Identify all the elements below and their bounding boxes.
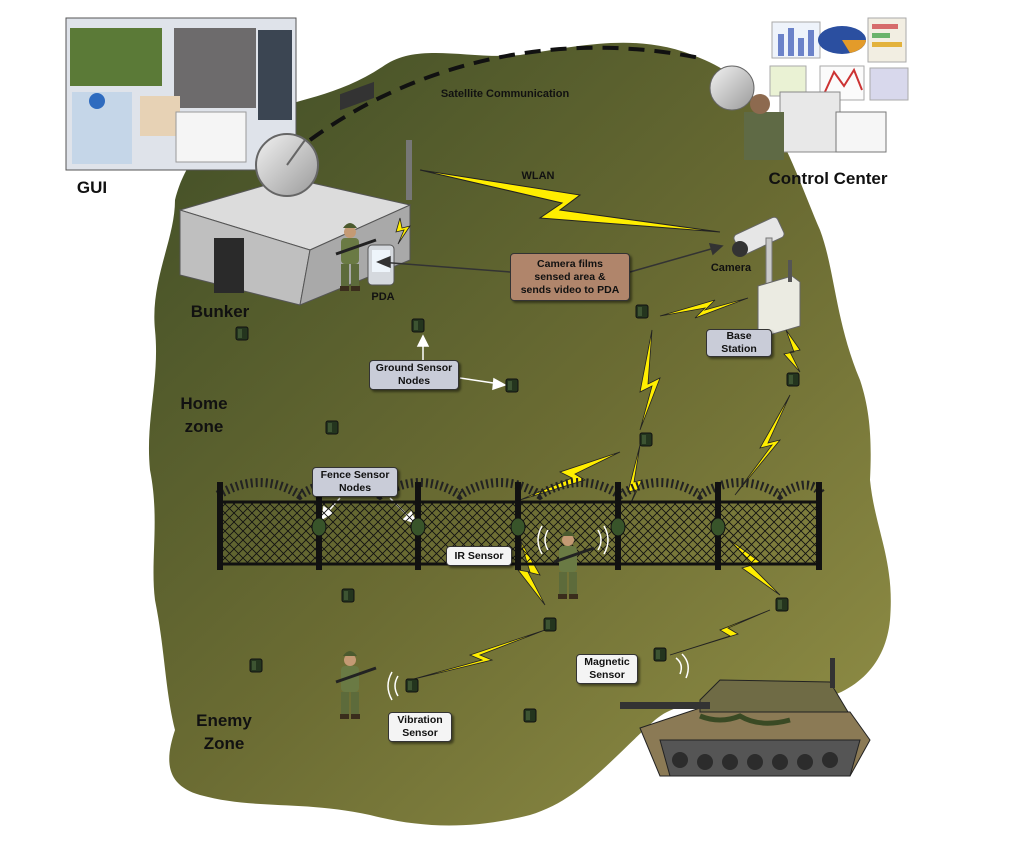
- ir-sensor-box: IR Sensor: [446, 546, 512, 566]
- camera-image: [732, 216, 785, 289]
- magnetic-sensor-line2: Sensor: [589, 669, 625, 681]
- base-station-line1: Base: [726, 330, 752, 342]
- magnetic-sensor-box: Magnetic Sensor: [576, 654, 638, 684]
- home-zone-label: Home zone: [166, 392, 242, 438]
- base-station-box: Base Station: [706, 329, 772, 357]
- fence-sensor-line2: Nodes: [338, 482, 372, 494]
- satellite-link: [308, 45, 701, 142]
- satellite-communication-label: Satellite Communication: [440, 88, 570, 100]
- home-zone-line1: Home: [180, 394, 228, 413]
- home-zone-line2: zone: [184, 417, 224, 436]
- ground-sensor-line2: Nodes: [397, 375, 431, 387]
- camera-box-line2: sensed area &: [534, 270, 606, 283]
- control-center-label: Control Center: [768, 169, 888, 188]
- gui-label: GUI: [76, 178, 108, 197]
- bunker-label: Bunker: [190, 302, 250, 321]
- ir-sensor-label: IR Sensor: [454, 549, 504, 562]
- magnetic-sensor-line1: Magnetic: [584, 656, 630, 668]
- fence-sensor-nodes-box: Fence Sensor Nodes: [312, 467, 398, 497]
- sensing-waves: [387, 525, 689, 701]
- enemy-zone-line2: Zone: [203, 734, 245, 753]
- gui-screen-image: [65, 17, 297, 171]
- camera-box-line1: Camera films: [537, 257, 603, 270]
- vibration-sensor-box: Vibration Sensor: [388, 712, 452, 742]
- control-center-image: [709, 17, 909, 160]
- fence-image: [215, 478, 826, 570]
- enemy-zone-line1: Enemy: [196, 711, 252, 730]
- ground-sensor-nodes-box: Ground Sensor Nodes: [369, 360, 459, 390]
- ground-sensor-line1: Ground Sensor: [375, 362, 453, 374]
- enemy-zone-label: Enemy Zone: [184, 709, 264, 755]
- camera-info-box: Camera films sensed area & sends video t…: [510, 253, 630, 301]
- wlan-label: WLAN: [521, 170, 555, 182]
- vibration-sensor-line1: Vibration: [397, 714, 443, 726]
- wlan-lightning: [419, 169, 721, 233]
- tank-image: [620, 658, 871, 777]
- pda-label: PDA: [371, 291, 395, 303]
- vibration-sensor-line2: Sensor: [402, 727, 438, 739]
- camera-label: Camera: [710, 262, 752, 274]
- bunker-image: [178, 81, 412, 306]
- camera-box-line3: sends video to PDA: [520, 283, 620, 296]
- base-station-line2: Station: [721, 343, 757, 355]
- fence-sensor-line1: Fence Sensor: [320, 469, 390, 481]
